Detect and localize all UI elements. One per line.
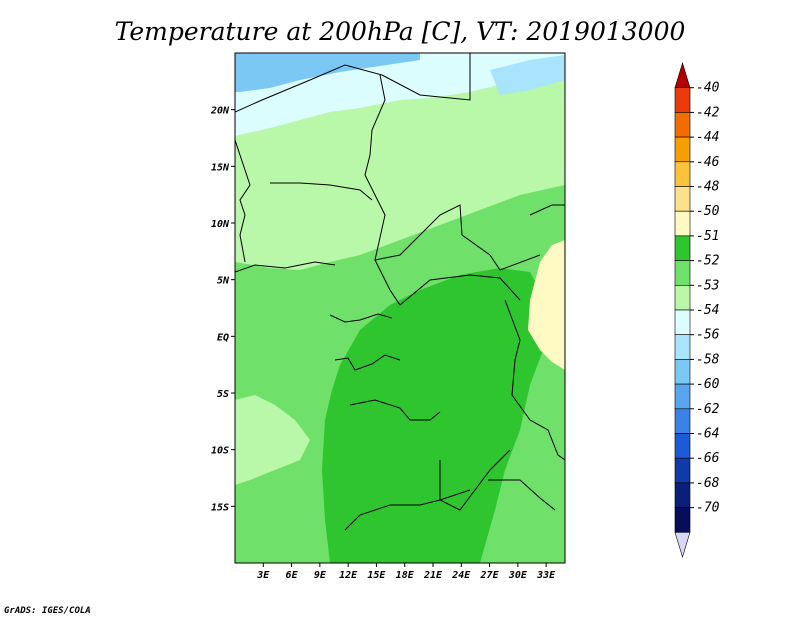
lon-tick-label: 33E: [536, 570, 556, 581]
colorbar-swatch: [674, 482, 691, 508]
colorbar-label: -68: [696, 476, 720, 491]
colorbar-label: -51: [696, 229, 719, 244]
colorbar-swatch: [674, 235, 691, 261]
map-frame: [234, 52, 566, 564]
colorbar: -40 -42 -44 -46 -48 -50 -51 -52 -53 -54 -56 -58 -60 -…: [674, 61, 720, 559]
colorbar-swatch: [674, 309, 691, 336]
lon-tick-label: 24E: [451, 570, 471, 581]
colorbar-label: -58: [696, 352, 720, 367]
lon-tick-label: 27E: [480, 570, 500, 581]
colorbar-label: -44: [696, 130, 719, 145]
field-region-central-green-c: [360, 405, 460, 500]
colorbar-swatch: [674, 284, 691, 311]
lon-tick-label: 9E: [314, 570, 327, 581]
lat-tick-label: 15S: [211, 502, 229, 513]
lon-tick-label: 15E: [367, 570, 386, 581]
colorbar-swatch: [674, 61, 691, 88]
colorbar-swatch: [674, 112, 691, 138]
colorbar-label: -46: [696, 155, 720, 170]
colorbar-swatch: [674, 359, 691, 385]
grads-credit: GrADS: IGES/COLA: [4, 606, 91, 616]
colorbar-label: -60: [696, 377, 720, 392]
lon-tick-label: 12E: [339, 570, 358, 581]
colorbar-swatch: [674, 186, 691, 212]
colorbar-label: -70: [696, 501, 720, 516]
colorbar-label: -56: [696, 328, 720, 343]
colorbar-label: -64: [696, 427, 719, 442]
lat-ticks: 20N 15N 10N 5N EQ 5S 10S 15S: [210, 106, 235, 513]
colorbar-swatch: [674, 210, 691, 237]
colorbar-swatch: [674, 136, 691, 163]
lat-tick-label: 5S: [217, 389, 229, 400]
country-borders: [235, 53, 565, 531]
lat-tick-label: 5N: [217, 276, 230, 287]
lon-tick-label: 6E: [286, 570, 299, 581]
colorbar-swatch: [674, 457, 691, 484]
colorbar-label: -52: [696, 254, 720, 269]
lon-tick-label: 3E: [256, 570, 270, 581]
colorbar-label: -40: [696, 81, 720, 96]
colorbar-swatch: [674, 334, 691, 360]
field-region-west-coast: [235, 395, 310, 485]
colorbar-label: -53: [696, 278, 719, 293]
lat-tick-label: 10N: [211, 219, 230, 230]
lat-tick-label: EQ: [217, 332, 229, 343]
colorbar-swatch: [674, 383, 691, 410]
lon-tick-label: 30E: [508, 570, 528, 581]
colorbar-label: -48: [696, 180, 720, 195]
lon-tick-label: 21E: [423, 570, 443, 581]
field-region-northeast-cold: [490, 55, 565, 95]
field-region-warm-patch: [528, 240, 565, 370]
lat-tick-label: 10S: [211, 446, 229, 457]
field-region-central-green-b: [395, 295, 515, 372]
colorbar-label: -54: [696, 303, 719, 318]
map-plot-area: [235, 53, 565, 563]
colorbar-swatch: [674, 507, 691, 533]
colorbar-swatch: [674, 408, 691, 434]
colorbar-swatch: [674, 161, 691, 187]
lon-tick-label: 18E: [396, 570, 415, 581]
colorbar-swatch: [674, 531, 691, 559]
colorbar-label: -62: [696, 402, 720, 417]
lat-tick-label: 15N: [211, 162, 230, 173]
colorbar-label: -66: [696, 451, 720, 466]
lon-ticks: 3E 6E 9E 12E 15E 18E 21E 24E 27E 30E 33E: [256, 563, 556, 581]
colorbar-label: -42: [696, 105, 720, 120]
colorbar-label: -50: [696, 204, 720, 219]
map-title: Temperature at 200hPa [C], VT: 201901300…: [115, 17, 686, 46]
colorbar-swatch: [674, 260, 691, 286]
lat-tick-label: 20N: [210, 106, 230, 117]
colorbar-swatch: [674, 433, 691, 459]
colorbar-swatch: [674, 87, 691, 113]
